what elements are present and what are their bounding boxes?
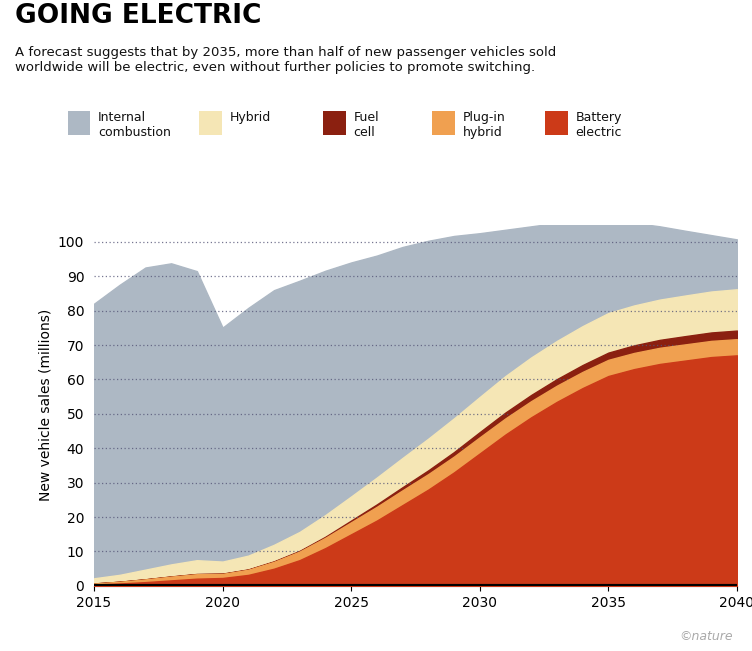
Text: Internal
combustion: Internal combustion <box>98 111 171 139</box>
Text: ©nature: ©nature <box>680 630 733 643</box>
Y-axis label: New vehicle sales (millions): New vehicle sales (millions) <box>38 309 53 501</box>
Text: Plug-in
hybrid: Plug-in hybrid <box>462 111 505 139</box>
Text: A forecast suggests that by 2035, more than half of new passenger vehicles sold
: A forecast suggests that by 2035, more t… <box>15 46 556 74</box>
Text: GOING ELECTRIC: GOING ELECTRIC <box>15 3 262 29</box>
Text: Battery
electric: Battery electric <box>575 111 622 139</box>
Text: Fuel
cell: Fuel cell <box>353 111 379 139</box>
Text: Hybrid: Hybrid <box>229 111 271 124</box>
